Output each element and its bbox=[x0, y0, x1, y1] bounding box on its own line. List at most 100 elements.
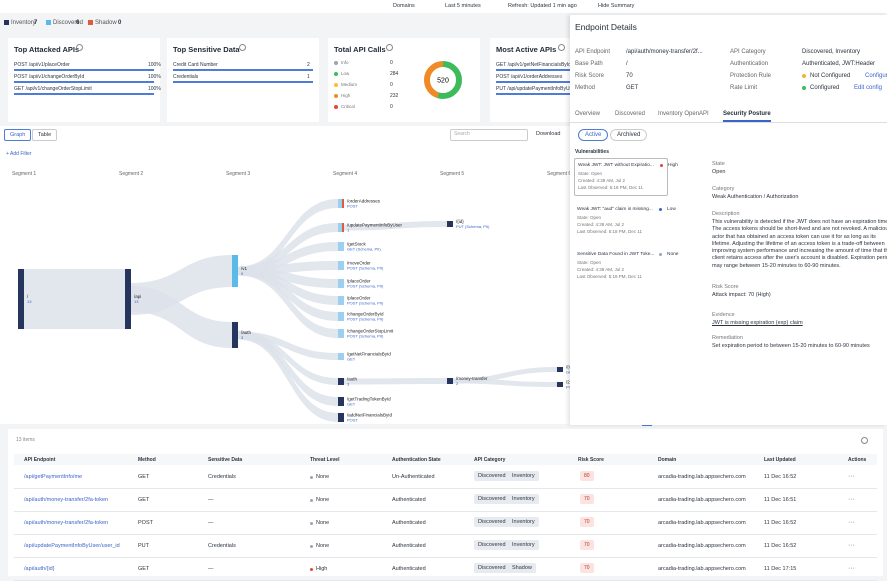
column-header[interactable]: Risk Score bbox=[578, 457, 604, 463]
detail-tab[interactable]: Discovered bbox=[615, 111, 646, 117]
node-label: / bbox=[27, 294, 29, 299]
detail-tab[interactable]: Overview bbox=[575, 111, 601, 117]
row-actions[interactable]: ··· bbox=[848, 542, 855, 549]
node-sub: 13 bbox=[27, 299, 32, 304]
node-label: /placeOrder bbox=[347, 296, 371, 301]
column-header[interactable]: API Category bbox=[474, 457, 506, 463]
header-row bbox=[14, 454, 877, 465]
column-header[interactable]: Sensitive Data bbox=[208, 457, 243, 463]
sub-tab[interactable]: Active bbox=[578, 129, 609, 141]
endpoint-details: Endpoint Details API Endpoint/api/auth/mo… bbox=[570, 15, 887, 425]
column-header[interactable]: Domain bbox=[658, 457, 677, 463]
flow-link bbox=[344, 221, 447, 231]
column-header[interactable]: Authentication State bbox=[392, 457, 441, 463]
view-tab[interactable]: Table bbox=[32, 129, 58, 141]
detail-tab[interactable]: Inventory OpenAPI bbox=[658, 111, 709, 117]
field-label: Rate Limit bbox=[730, 85, 758, 91]
domain: arcadia-trading.lab.appsechero.com bbox=[658, 497, 746, 503]
vuln-card[interactable]: Sensitive Data Found in JWT Toke... None S… bbox=[574, 248, 678, 284]
risk-score: 70 bbox=[580, 563, 594, 573]
field-value: Discovered, Inventory bbox=[802, 49, 861, 55]
sensitive-data: Credentials bbox=[208, 543, 236, 549]
category-chip: Discovered bbox=[474, 517, 510, 527]
flow-link bbox=[131, 286, 232, 348]
threat-level: None bbox=[316, 474, 330, 480]
vuln-meta: Last Observed: 5:18 PM, Dec 11 bbox=[577, 229, 642, 234]
vuln-title: Weak JWT: "aud" claim is missing... bbox=[577, 207, 653, 212]
node-label: /getStock bbox=[347, 242, 367, 247]
node-sub: POST (Schema, PII) bbox=[347, 301, 384, 306]
search-input[interactable]: Search bbox=[450, 129, 528, 141]
legend-label: Info bbox=[341, 60, 349, 65]
top-control[interactable]: Refresh: Updated 1 min ago bbox=[508, 3, 577, 9]
flow-node bbox=[338, 261, 344, 270]
view-tab[interactable]: Graph bbox=[4, 129, 32, 141]
flow-link bbox=[238, 199, 338, 276]
flow-link bbox=[453, 378, 557, 387]
field-action[interactable]: Configure bbox=[865, 73, 887, 79]
endpoint-link[interactable]: /api/auth/money-transfer/2fa-token bbox=[24, 520, 109, 526]
endpoint-link[interactable]: /api/auth/{id} bbox=[24, 566, 55, 572]
legend-value: 0 bbox=[390, 60, 393, 66]
endpoint-link[interactable]: /api/updatePaymentInfoByUser/user_id bbox=[24, 543, 120, 549]
auth-state: Authenticated bbox=[392, 497, 426, 503]
node-sub: POST bbox=[347, 418, 358, 423]
field-value: Not Configured bbox=[810, 73, 851, 79]
table-panel: 13 items API Endpoint Method Sensitive Data… bbox=[8, 429, 883, 581]
flow-node bbox=[338, 378, 344, 385]
column-header[interactable]: Actions bbox=[848, 457, 867, 463]
info-value: This vulnerability is detected if the JW… bbox=[712, 219, 887, 269]
endpoint-link[interactable]: /api/getPaymentInfo/me bbox=[24, 474, 83, 480]
node-label: /auth bbox=[241, 330, 252, 335]
info-icon bbox=[76, 44, 83, 51]
column-header[interactable]: Method bbox=[138, 457, 156, 463]
field-label: Authentication bbox=[730, 61, 769, 67]
row-actions[interactable]: ··· bbox=[848, 496, 855, 503]
section-title: Vulnerabilities bbox=[575, 149, 609, 155]
info-label: State bbox=[712, 161, 725, 167]
row-actions[interactable]: ··· bbox=[848, 565, 855, 572]
settings-icon[interactable] bbox=[861, 437, 868, 444]
row-divider bbox=[14, 511, 877, 512]
top-control[interactable]: Hide Summary bbox=[598, 3, 635, 9]
detail-tab[interactable]: Security Posture bbox=[723, 111, 771, 117]
add-filter[interactable]: + Add Filter bbox=[6, 151, 32, 157]
vuln-card[interactable]: Weak JWT: "aud" claim is missing... Low St… bbox=[574, 203, 676, 239]
domain: arcadia-trading.lab.appsechero.com bbox=[658, 520, 746, 526]
node-sub: GET bbox=[347, 402, 356, 407]
threat-level: None bbox=[316, 543, 330, 549]
column-header[interactable]: Last Updated bbox=[764, 457, 796, 463]
flow-link bbox=[238, 330, 338, 406]
flow-node bbox=[338, 413, 344, 422]
legend-dot bbox=[334, 72, 338, 76]
vuln-card[interactable]: Weak JWT: JWT without Expiratio... High St… bbox=[574, 158, 678, 196]
panel-title: Endpoint Details bbox=[575, 22, 637, 32]
top-control[interactable]: Last 5 minutes bbox=[445, 3, 481, 9]
method: GET bbox=[138, 566, 150, 572]
field-action[interactable]: Edit config bbox=[854, 85, 883, 91]
row-bar bbox=[496, 69, 636, 71]
row-actions[interactable]: ··· bbox=[848, 519, 855, 526]
top-control[interactable]: Domains bbox=[393, 3, 415, 9]
info-value: JWT is missing expiration (exp) claim bbox=[712, 320, 803, 326]
row-actions[interactable]: ··· bbox=[848, 473, 855, 480]
legend-dot bbox=[334, 105, 338, 109]
card-title: Total API Calls bbox=[334, 45, 386, 54]
legend-count: 0 bbox=[118, 20, 122, 26]
node-label: /auth bbox=[347, 377, 358, 382]
sub-tab[interactable]: Archived bbox=[610, 129, 648, 141]
flow-node bbox=[338, 199, 344, 208]
category-chip: Inventory bbox=[508, 471, 539, 481]
domain: arcadia-trading.lab.appsechero.com bbox=[658, 474, 746, 480]
sensitive-data: — bbox=[208, 566, 214, 572]
endpoint-link[interactable]: /api/auth/money-transfer/2fa-token bbox=[24, 497, 109, 503]
column-header[interactable]: API Endpoint bbox=[24, 457, 56, 463]
download-button[interactable]: Download bbox=[536, 131, 561, 137]
column-header[interactable]: Threat Level bbox=[310, 457, 340, 463]
summary-card: Top Attacked APIs bbox=[8, 38, 160, 122]
row-label: PUT /api/updatePaymentInfoByUser bbox=[496, 86, 577, 92]
field-value: Configured bbox=[810, 85, 840, 91]
threat-dot bbox=[310, 498, 313, 502]
flow-node bbox=[125, 269, 131, 329]
